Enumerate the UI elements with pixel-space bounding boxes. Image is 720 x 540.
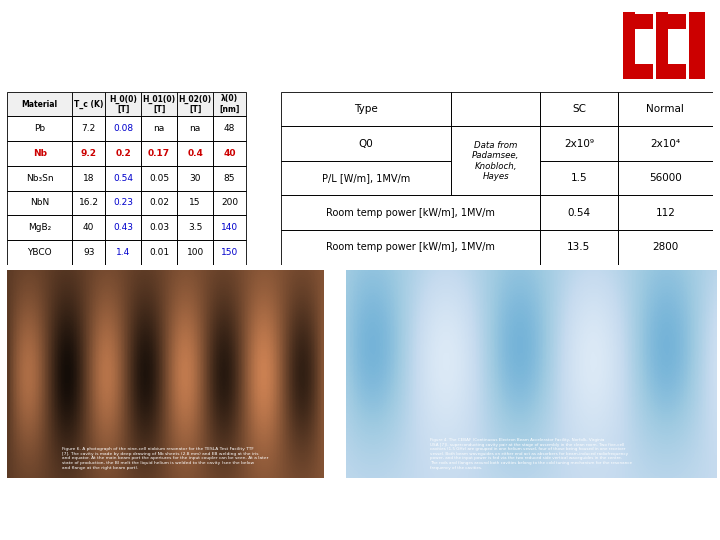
Text: 1.4: 1.4: [116, 248, 130, 256]
Bar: [213, 92, 246, 117]
Bar: [72, 141, 105, 166]
Bar: [618, 161, 713, 195]
Text: Figure 6. A photograph of the nine-cell niobium resonator for the TESLA Test Fac: Figure 6. A photograph of the nine-cell …: [63, 447, 269, 470]
Bar: [540, 230, 618, 265]
Bar: [141, 92, 177, 117]
Text: 18: 18: [83, 174, 94, 183]
Bar: [105, 92, 141, 117]
Bar: [618, 126, 713, 161]
Bar: [213, 141, 246, 166]
Text: 0.4: 0.4: [187, 149, 203, 158]
Bar: [141, 215, 177, 240]
Text: Nb: Nb: [33, 149, 47, 158]
Text: 30: 30: [189, 174, 201, 183]
Bar: [540, 161, 618, 195]
Bar: [141, 240, 177, 265]
Text: 93: 93: [83, 248, 94, 256]
Text: 48: 48: [224, 124, 235, 133]
Text: Superconductivity
for Accelerators
S. Prestemon: Superconductivity for Accelerators S. Pr…: [11, 24, 93, 57]
Bar: [105, 166, 141, 191]
Bar: [7, 191, 72, 215]
Text: 13.5: 13.5: [567, 242, 590, 252]
Text: Room temp power [kW/m], 1MV/m: Room temp power [kW/m], 1MV/m: [326, 242, 495, 252]
Text: Nb₃Sn: Nb₃Sn: [26, 174, 53, 183]
Text: Type: Type: [354, 104, 378, 114]
Text: 24: 24: [673, 516, 698, 534]
Bar: [105, 191, 141, 215]
Text: T_c (K): T_c (K): [74, 99, 104, 109]
Text: From Proch: From Proch: [640, 276, 691, 286]
Text: 40: 40: [83, 223, 94, 232]
Bar: [213, 240, 246, 265]
Text: 100: 100: [186, 248, 204, 256]
Text: H_01(0)
[T]: H_01(0) [T]: [143, 94, 176, 114]
Text: 3.5: 3.5: [188, 223, 202, 232]
Bar: [177, 240, 213, 265]
Text: 0.03: 0.03: [149, 223, 169, 232]
Bar: [72, 166, 105, 191]
Text: 0.02: 0.02: [149, 198, 169, 207]
Text: 0.43: 0.43: [113, 223, 133, 232]
Bar: [105, 117, 141, 141]
Bar: [7, 166, 72, 191]
Bar: [213, 166, 246, 191]
Text: 0.05: 0.05: [149, 174, 169, 183]
Text: na: na: [189, 124, 201, 133]
Bar: [141, 166, 177, 191]
Text: Room temp power [kW/m], 1MV/m: Room temp power [kW/m], 1MV/m: [326, 208, 495, 218]
Bar: [105, 215, 141, 240]
Text: 0.01: 0.01: [149, 248, 169, 256]
Text: 40: 40: [223, 149, 235, 158]
Text: Material: Material: [22, 100, 58, 109]
Text: H_02(0)
[T]: H_02(0) [T]: [179, 94, 212, 114]
Text: 2800: 2800: [652, 242, 678, 252]
Bar: [618, 230, 713, 265]
Text: 9.2: 9.2: [81, 149, 96, 158]
Text: SC: SC: [572, 104, 586, 114]
Bar: [177, 215, 213, 240]
Bar: [657, 14, 685, 29]
Text: Fundamental Accelerator Theory, Simulations and Measurement Lab – Michigan State: Fundamental Accelerator Theory, Simulati…: [115, 493, 605, 502]
Bar: [213, 191, 246, 215]
Text: P/L [W/m], 1MV/m: P/L [W/m], 1MV/m: [322, 173, 410, 183]
Text: 0.08: 0.08: [113, 124, 133, 133]
Text: 140: 140: [221, 223, 238, 232]
Text: Pb: Pb: [35, 124, 45, 133]
Bar: [281, 161, 451, 195]
Text: 0.54: 0.54: [567, 208, 590, 218]
Text: 2x10⁹: 2x10⁹: [564, 139, 594, 148]
Text: 15: 15: [189, 198, 201, 207]
Bar: [105, 141, 141, 166]
Bar: [281, 92, 451, 126]
Text: 56000: 56000: [649, 173, 682, 183]
Bar: [624, 14, 652, 29]
Text: Figure 4. The CEBAF (Continuous Electron Beam Accelerator Facility, Norfolk, Vir: Figure 4. The CEBAF (Continuous Electron…: [430, 438, 632, 470]
Text: 2x10⁴: 2x10⁴: [650, 139, 680, 148]
Bar: [177, 166, 213, 191]
Bar: [618, 195, 713, 230]
Text: 1.5: 1.5: [570, 173, 588, 183]
Bar: [72, 117, 105, 141]
Text: 112: 112: [655, 208, 675, 218]
Bar: [7, 215, 72, 240]
Bar: [141, 141, 177, 166]
Text: 200: 200: [221, 198, 238, 207]
Bar: [177, 191, 213, 215]
Text: 7.2: 7.2: [81, 124, 96, 133]
Bar: [624, 12, 635, 79]
Bar: [7, 117, 72, 141]
Text: Data from
Padamsee,
Knobloch,
Hayes: Data from Padamsee, Knobloch, Hayes: [472, 141, 519, 181]
Text: 0.17: 0.17: [148, 149, 170, 158]
Text: na: na: [153, 124, 165, 133]
Text: 0.2: 0.2: [115, 149, 131, 158]
Bar: [540, 126, 618, 161]
Bar: [540, 195, 618, 230]
Text: 85: 85: [224, 174, 235, 183]
Bar: [72, 92, 105, 117]
Text: Normal: Normal: [647, 104, 684, 114]
Bar: [177, 141, 213, 166]
Text: H_0(0)
[T]: H_0(0) [T]: [109, 94, 137, 114]
Text: 0.23: 0.23: [113, 198, 133, 207]
Bar: [105, 240, 141, 265]
Bar: [618, 92, 713, 126]
